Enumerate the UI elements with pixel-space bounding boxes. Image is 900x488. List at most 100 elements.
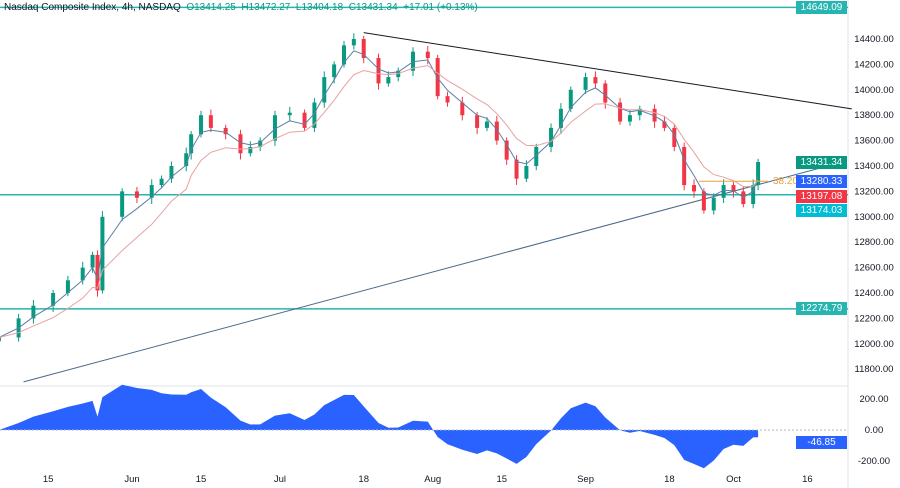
open-value: O13414.25	[186, 2, 236, 13]
candle-body	[159, 178, 164, 186]
candle-body	[484, 121, 489, 128]
y-tick-label: 12200.00	[854, 313, 894, 324]
candle-body	[169, 166, 174, 179]
y-tick-label: 13800.00	[854, 110, 894, 121]
candle-body	[149, 185, 154, 198]
candle-body	[534, 146, 539, 166]
candle-body	[90, 254, 95, 268]
candle-body	[627, 115, 632, 122]
x-tick-label: Jul	[274, 474, 286, 485]
candle-body	[351, 39, 356, 46]
x-tick-label: 15	[43, 474, 54, 485]
candle-body	[751, 185, 756, 205]
y-tick-label: 12400.00	[854, 288, 894, 299]
candle-body	[652, 108, 657, 122]
candle-body	[120, 191, 125, 217]
y-tick-label: 14000.00	[854, 85, 894, 96]
candle-body	[701, 191, 706, 211]
candle-body	[272, 115, 277, 141]
close-value: C13431.34	[348, 2, 398, 13]
low-value: L13404.18	[295, 2, 344, 13]
candle-body	[411, 51, 416, 71]
candle-body	[583, 77, 588, 90]
trendline	[363, 32, 852, 110]
candle-body	[208, 115, 213, 128]
trendline	[23, 162, 838, 383]
candle-body	[445, 96, 450, 103]
price-tag: 13431.34	[796, 155, 847, 169]
candle-body	[341, 45, 346, 65]
candle-body	[80, 267, 85, 281]
oscillator-area	[0, 384, 759, 469]
ma-fast-line	[0, 50, 759, 338]
candle-body	[603, 83, 608, 103]
y-tick-label: 13600.00	[854, 136, 894, 147]
candle-body	[223, 127, 228, 135]
chart-header: Nasdaq Composite Index, 4h, NASDAQ O1341…	[4, 2, 478, 13]
fib-level-label: 38.20%	[773, 176, 807, 187]
candle-body	[721, 185, 726, 198]
candle-body	[65, 280, 70, 293]
symbol-title: Nasdaq Composite Index, 4h, NASDAQ	[4, 2, 181, 13]
candle-body	[322, 77, 327, 103]
high-value: H13472.27	[241, 2, 291, 13]
osc-tick-label: 0.00	[865, 425, 884, 436]
price-tag: 13280.33	[796, 174, 847, 188]
x-tick-label: 18	[358, 474, 369, 485]
y-tick-label: 13200.00	[854, 186, 894, 197]
x-tick-label: 18	[664, 474, 675, 485]
x-tick-label: 15	[496, 474, 507, 485]
candle-body	[95, 254, 100, 291]
candle-body	[189, 134, 194, 154]
candle-body	[51, 293, 56, 306]
candle-body	[312, 102, 317, 128]
change-value: +17.01 (+0.13%)	[403, 2, 478, 13]
y-tick-label: 14400.00	[854, 34, 894, 45]
candle-body	[0, 337, 1, 342]
x-tick-label: 15	[196, 474, 207, 485]
x-tick-label: 16	[802, 474, 813, 485]
level-price-tag: 14649.09	[796, 0, 847, 14]
x-tick-label: Jun	[124, 474, 139, 485]
price-tag: 13197.08	[796, 189, 847, 203]
candle-body	[637, 108, 642, 116]
candle-body	[558, 108, 563, 128]
candle-body	[238, 134, 243, 154]
candle-body	[618, 102, 623, 122]
candle-body	[682, 146, 687, 186]
y-tick-label: 11800.00	[855, 364, 894, 375]
price-tag: 13174.03	[796, 203, 847, 217]
candle-body	[302, 112, 307, 128]
osc-tick-label: 200.00	[859, 394, 888, 405]
candle-body	[184, 153, 189, 166]
candle-body	[549, 127, 554, 147]
candle-body	[711, 197, 716, 211]
candle-body	[756, 162, 761, 186]
candle-body	[248, 146, 253, 154]
candle-body	[662, 121, 667, 128]
candle-body	[287, 112, 292, 116]
y-tick-label: 12600.00	[854, 263, 894, 274]
candle-body	[199, 115, 204, 135]
y-tick-label: 12800.00	[854, 237, 894, 248]
candle-body	[100, 216, 105, 291]
oscillator-value-tag: -46.85	[796, 435, 847, 449]
candle-body	[475, 115, 480, 128]
y-tick-label: 13400.00	[854, 161, 894, 172]
candle-body	[692, 185, 697, 192]
y-tick-label: 13000.00	[854, 212, 894, 223]
y-tick-label: 12000.00	[854, 339, 894, 350]
candle-body	[460, 102, 465, 116]
x-tick-label: Aug	[424, 474, 441, 485]
candle-body	[672, 127, 677, 147]
candle-body	[376, 58, 381, 84]
candle-body	[593, 77, 598, 84]
candle-body	[425, 51, 430, 59]
candle-body	[504, 140, 509, 160]
candle-body	[494, 121, 499, 141]
candle-body	[361, 39, 366, 59]
candle-body	[332, 64, 337, 78]
osc-tick-label: -200.00	[858, 456, 890, 467]
